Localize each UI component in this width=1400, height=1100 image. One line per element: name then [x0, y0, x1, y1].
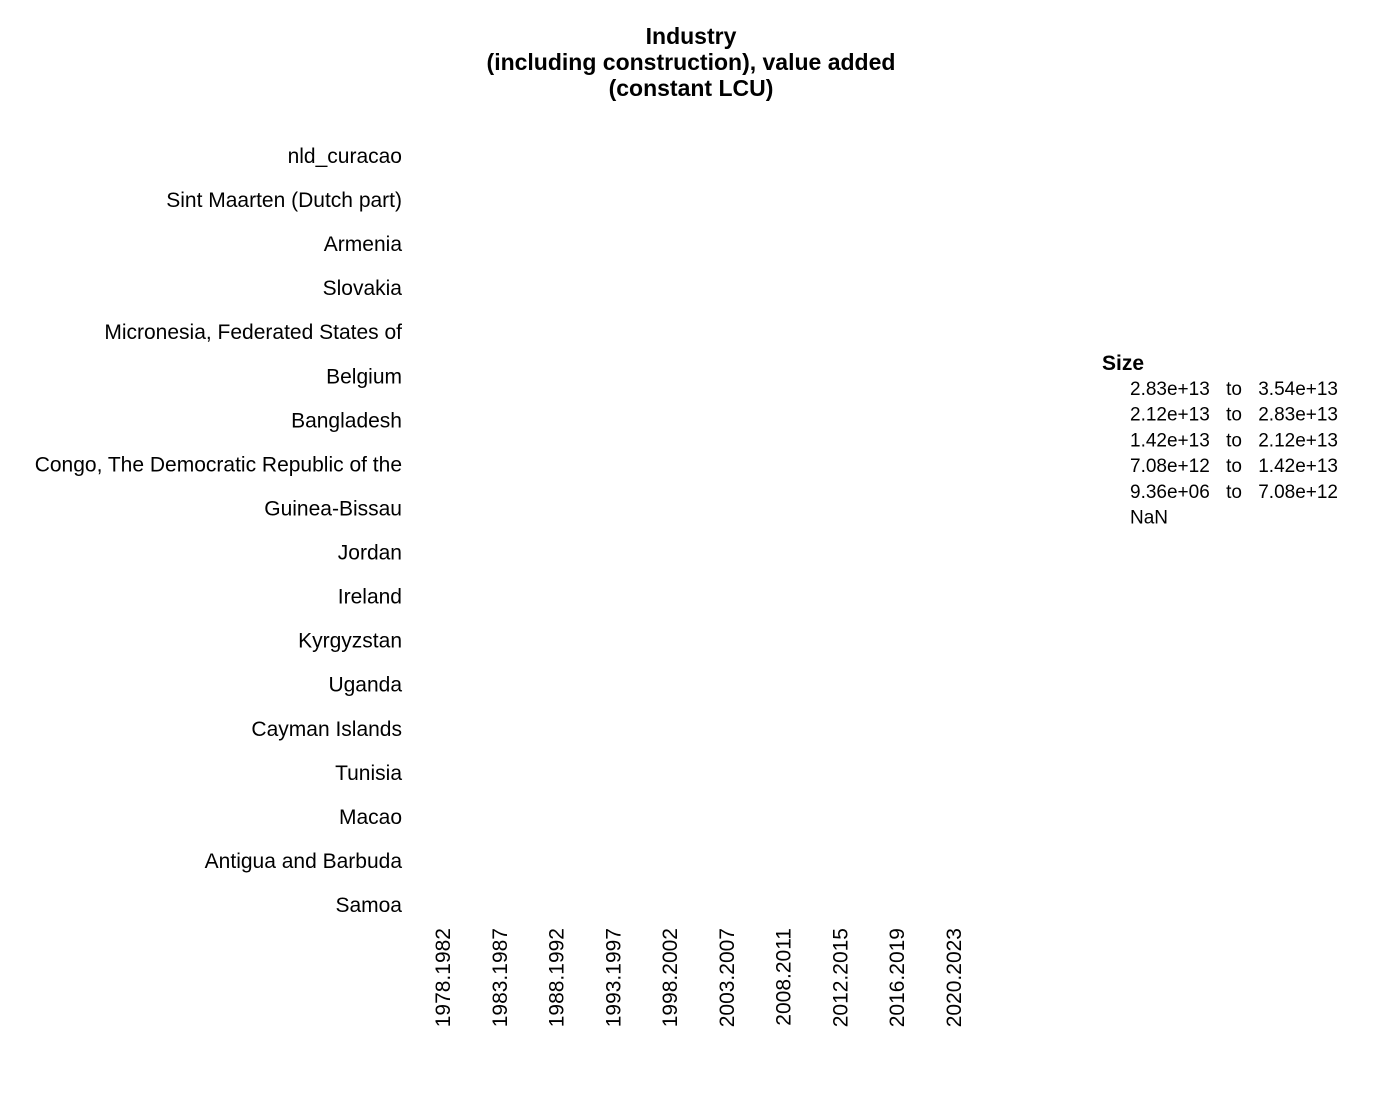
- y-tick-label: Slovakia: [323, 277, 403, 300]
- x-tick-label: 2020.2023: [943, 928, 966, 1027]
- y-tick-label: Belgium: [326, 365, 402, 388]
- legend-range-separator: to: [1226, 482, 1242, 503]
- legend-range-separator: to: [1226, 430, 1242, 451]
- x-tick-label: 1998.2002: [659, 928, 682, 1027]
- y-tick-label: Tunisia: [335, 762, 402, 785]
- chart-title: Industry(including construction), value …: [487, 23, 896, 101]
- legend-range-from: 2.83e+13: [1130, 379, 1210, 400]
- legend-range-to: 3.54e+13: [1258, 379, 1338, 400]
- chart-title-line: Industry: [646, 23, 737, 49]
- y-tick-label: Macao: [339, 806, 402, 829]
- legend-range-to: 7.08e+12: [1258, 482, 1338, 503]
- y-tick-label: Jordan: [338, 542, 402, 565]
- y-tick-label: Bangladesh: [291, 409, 402, 432]
- y-axis-labels: nld_curacao Sint Maarten (Dutch part) Arme…: [35, 145, 403, 917]
- y-tick-label: Uganda: [328, 674, 402, 697]
- legend-range-from: 7.08e+12: [1130, 456, 1210, 477]
- legend-range-to: 2.83e+13: [1258, 405, 1338, 426]
- legend-item: NaN: [1130, 508, 1168, 529]
- legend-range-from: 2.12e+13: [1130, 405, 1210, 426]
- legend-range-separator: to: [1226, 405, 1242, 426]
- y-tick-label: nld_curacao: [288, 145, 402, 168]
- x-tick-label: 2016.2019: [886, 928, 909, 1027]
- legend-item: 1.42e+13 to 2.12e+13: [1130, 430, 1338, 451]
- legend-range-from: 9.36e+06: [1130, 482, 1210, 503]
- x-tick-label: 1978.1982: [432, 928, 455, 1027]
- y-tick-label: Micronesia, Federated States of: [104, 321, 402, 344]
- legend-range-separator: to: [1226, 379, 1242, 400]
- x-tick-label: 2008.2011: [773, 928, 796, 1026]
- x-tick-label: 1988.1992: [546, 928, 569, 1027]
- legend-range-from: 1.42e+13: [1130, 430, 1210, 451]
- legend-range-from: NaN: [1130, 508, 1168, 529]
- y-tick-label: Antigua and Barbuda: [205, 850, 403, 873]
- y-tick-label: Kyrgyzstan: [298, 630, 402, 653]
- legend-range-to: 1.42e+13: [1258, 456, 1338, 477]
- legend-item: 7.08e+12 to 1.42e+13: [1130, 456, 1338, 477]
- x-tick-label: 1983.1987: [489, 928, 512, 1027]
- legend-title: Size: [1102, 352, 1144, 375]
- chart-title-line: (including construction), value added: [487, 49, 896, 75]
- legend-item: 9.36e+06 to 7.08e+12: [1130, 482, 1338, 503]
- x-tick-label: 1993.1997: [602, 928, 625, 1027]
- chart-title-line: (constant LCU): [609, 75, 774, 101]
- y-tick-label: Guinea-Bissau: [264, 497, 402, 520]
- y-tick-label: Sint Maarten (Dutch part): [166, 189, 402, 212]
- y-tick-label: Congo, The Democratic Republic of the: [35, 453, 402, 476]
- y-tick-label: Samoa: [335, 894, 402, 917]
- legend-item: 2.12e+13 to 2.83e+13: [1130, 405, 1338, 426]
- legend-item: 2.83e+13 to 3.54e+13: [1130, 379, 1338, 400]
- y-tick-label: Armenia: [324, 233, 403, 256]
- y-tick-label: Ireland: [338, 586, 402, 609]
- x-axis-tick-labels: 1978.1982 1983.1987 1988.1992 1993.1997 1998…: [432, 928, 966, 1027]
- y-tick-label: Cayman Islands: [251, 718, 402, 741]
- legend-range-to: 2.12e+13: [1258, 430, 1338, 451]
- x-tick-label: 2003.2007: [716, 928, 739, 1027]
- legend-range-separator: to: [1226, 456, 1242, 477]
- x-tick-label: 2012.2015: [829, 928, 852, 1027]
